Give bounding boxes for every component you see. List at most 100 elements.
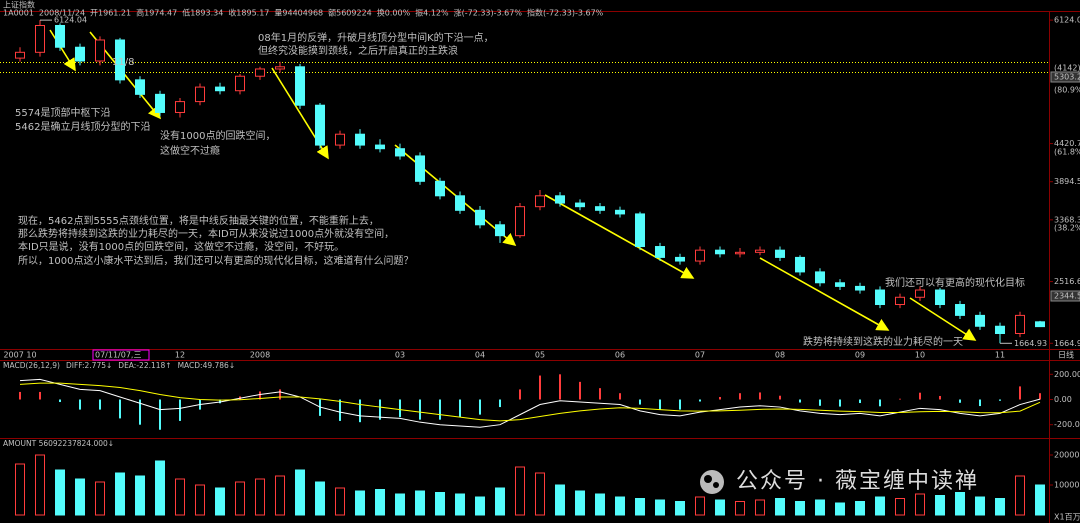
- volume-bar: [315, 481, 325, 516]
- x-tick-label: 07: [695, 351, 705, 360]
- low-label: 1664.93: [1014, 339, 1047, 348]
- right-label: 2344.5: [1054, 292, 1080, 301]
- volume-bar: [175, 478, 185, 516]
- volume-bar: [355, 490, 365, 516]
- y-tick-label: 3368.3: [1054, 215, 1080, 224]
- right-label: (61.8%): [1054, 148, 1080, 157]
- x-tick-label: 06: [615, 351, 625, 360]
- candle-body: [835, 282, 845, 287]
- annotation: 本ID只是说，没有1000点的回跌空间，这做空不过瘾，没空间，不好玩。: [18, 240, 344, 253]
- macd-label: DIFF:2.775↓: [66, 361, 112, 370]
- candle-body: [935, 289, 945, 306]
- volume-bar: [335, 487, 345, 516]
- candle-body: [795, 256, 805, 273]
- candle-body: [635, 213, 645, 248]
- volume-bar: [875, 496, 885, 516]
- volume-bar: [15, 463, 25, 516]
- reference-lines: [0, 62, 1049, 73]
- candle-body: [535, 195, 545, 208]
- volume-bar: [275, 475, 285, 516]
- header-field: 低1893.34: [182, 8, 223, 18]
- volume-bar: [675, 501, 685, 516]
- header-field: 振4.12%: [415, 8, 449, 18]
- volume-bar: [855, 501, 865, 516]
- annotation: 11/8: [112, 57, 134, 68]
- annotation: 但终究没能摸到颈线，之后开启真正的主跌浪: [258, 44, 458, 57]
- candle-body: [135, 79, 145, 95]
- volume-bar: [475, 496, 485, 516]
- volume-bar: [615, 496, 625, 516]
- x-tick-label: 05: [535, 351, 545, 360]
- volume-bar: [395, 493, 405, 516]
- candle-body: [175, 101, 185, 113]
- volume-bar: [595, 493, 605, 516]
- annotation: 所以，1000点这小康水平达到后，我们还可以有更高的现代化目标，这难道有什么问题…: [18, 254, 413, 267]
- candle-body: [955, 304, 965, 316]
- volume-bar: [935, 495, 945, 516]
- volume-bar: [215, 487, 225, 516]
- price-box: [1050, 290, 1080, 302]
- volume-bar: [55, 469, 65, 516]
- annotation: 这做空不过瘾: [160, 144, 220, 157]
- macd-label: MACD(26,12,9): [3, 361, 60, 370]
- candle-body: [875, 289, 885, 306]
- x-tick-label: 09: [855, 351, 865, 360]
- candle-body: [1035, 321, 1045, 328]
- candle-body: [895, 296, 905, 306]
- header-field: 开1961.21: [90, 9, 131, 18]
- candle-body: [335, 133, 345, 146]
- candle-body: [435, 180, 445, 197]
- volume-bar: [955, 492, 965, 516]
- candle-body: [775, 249, 785, 258]
- annotation: 5462是确立月线顶分型的下沿: [15, 120, 150, 133]
- macd-label: DEA:-22.118↑: [118, 361, 171, 370]
- volume-bar: [695, 496, 705, 516]
- candle-body: [395, 148, 405, 157]
- x-tick-label: 2008: [250, 351, 270, 360]
- header-field: 收1895.17: [228, 8, 269, 18]
- candle-body: [195, 86, 205, 103]
- candle-body: [255, 68, 265, 77]
- candle-body: [815, 271, 825, 284]
- x-tick-label: 12: [175, 351, 185, 360]
- volume-bar: [655, 499, 665, 516]
- candle-body: [1015, 314, 1025, 335]
- candle-body: [55, 24, 65, 48]
- volume-bar: [95, 481, 105, 516]
- annotation: 5574是顶部中枢下沿: [15, 106, 110, 119]
- macd-label: MACD:49.786↓: [178, 361, 236, 370]
- volume-bar: [975, 496, 985, 516]
- annotation: 没有1000点的回跌空间，: [160, 129, 275, 142]
- volume-bar: [415, 490, 425, 516]
- header-field: 额5609224: [328, 8, 372, 18]
- annotation: 那么跌势将持续到这跌的业力耗尽的一天，本ID可从来没说过1000点外就没有空间，: [18, 227, 394, 240]
- candle-body: [695, 249, 705, 262]
- volume-bar: [495, 487, 505, 516]
- volume-bar: [455, 493, 465, 516]
- volume-bar: [375, 489, 385, 516]
- annotation: 跌势将持续到这跌的业力耗尽的一天: [803, 335, 963, 348]
- y-tick-label: 3894.5: [1054, 177, 1080, 186]
- volume-bar: [835, 502, 845, 516]
- annotation: 08年1月的反弹，升破月线顶分型中间K的下沿一点，: [258, 31, 494, 44]
- volume-label: AMOUNT 56092237824.000↓: [3, 439, 114, 448]
- candle-body: [995, 325, 1005, 335]
- candle-body: [455, 195, 465, 211]
- volume-bar: [775, 498, 785, 516]
- candle-body: [555, 195, 565, 204]
- index-title: 上证指数: [3, 0, 35, 10]
- header-field: 高1974.47: [136, 8, 177, 18]
- volume-bar: [715, 499, 725, 516]
- header-field: 2008/11/24: [39, 9, 85, 18]
- watermark-text: 公众号 · 薇宝缠中读禅: [736, 469, 979, 494]
- candle-body: [295, 66, 305, 106]
- candle-body: [15, 51, 25, 59]
- volume-bar: [535, 472, 545, 516]
- candle-body: [115, 39, 125, 81]
- candle-body: [35, 24, 45, 53]
- y-tick-label: -200.00: [1054, 420, 1080, 429]
- volume-bar: [235, 481, 245, 516]
- volume-bar: [795, 501, 805, 516]
- candle-body: [315, 104, 325, 146]
- right-label: (80.9%): [1054, 86, 1080, 95]
